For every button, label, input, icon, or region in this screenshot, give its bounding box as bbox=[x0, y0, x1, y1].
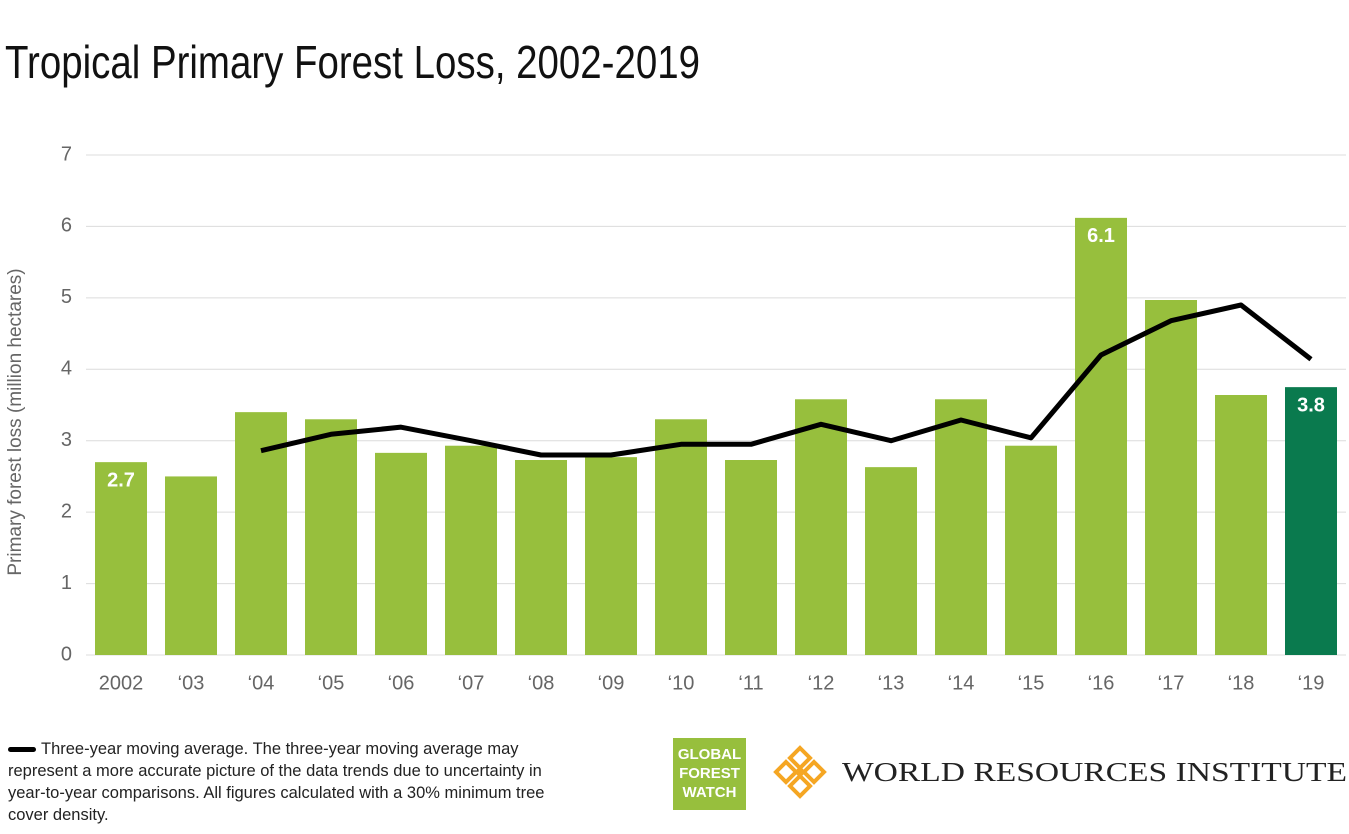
x-tick-label: ‘13 bbox=[878, 672, 905, 694]
y-tick-label: 6 bbox=[61, 215, 72, 237]
y-tick-label: 3 bbox=[61, 429, 72, 451]
y-tick-label: 5 bbox=[61, 286, 72, 308]
bar bbox=[585, 457, 637, 655]
bar bbox=[795, 399, 847, 655]
wri-icon bbox=[773, 745, 827, 799]
bar bbox=[95, 462, 147, 655]
y-tick-label: 2 bbox=[61, 500, 72, 522]
legend-line-key bbox=[8, 747, 36, 753]
x-tick-label: ‘09 bbox=[598, 672, 625, 694]
wri-logo-text: WORLD RESOURCES INSTITUTE bbox=[842, 757, 1347, 787]
value-label: 3.8 bbox=[1297, 394, 1325, 416]
gfw-logo-text: GLOBAL bbox=[678, 746, 741, 763]
gfw-logo-box bbox=[673, 738, 746, 810]
bar bbox=[865, 467, 917, 655]
x-tick-label: ‘19 bbox=[1298, 672, 1325, 694]
bar bbox=[305, 419, 357, 655]
x-tick-label: ‘10 bbox=[668, 672, 695, 694]
x-tick-label: ‘03 bbox=[178, 672, 205, 694]
y-tick-label: 7 bbox=[61, 143, 72, 165]
legend-label: Three-year moving average. bbox=[41, 740, 249, 758]
bar bbox=[1005, 445, 1057, 655]
value-label: 2.7 bbox=[107, 469, 135, 491]
x-tick-label: ‘12 bbox=[808, 672, 835, 694]
x-tick-label: ‘04 bbox=[248, 672, 275, 694]
y-tick-label: 0 bbox=[61, 643, 72, 665]
x-tick-label: 2002 bbox=[99, 672, 144, 694]
x-tick-label: ‘06 bbox=[388, 672, 415, 694]
moving-average-line bbox=[260, 302, 1313, 458]
note-text: The three-year moving average may repres… bbox=[8, 740, 545, 824]
bar bbox=[165, 476, 217, 655]
value-label: 6.1 bbox=[1087, 225, 1115, 247]
chart-title: Tropical Primary Forest Loss, 2002-2019 bbox=[5, 36, 700, 88]
x-tick-label: ‘16 bbox=[1088, 672, 1115, 694]
x-tick-label: ‘08 bbox=[528, 672, 555, 694]
x-tick-label: ‘11 bbox=[738, 672, 763, 694]
gfw-logo-text: WATCH bbox=[683, 784, 737, 801]
bar bbox=[725, 460, 777, 655]
bar bbox=[655, 419, 707, 655]
bar bbox=[515, 460, 567, 655]
y-tick-label: 1 bbox=[61, 572, 72, 594]
bar bbox=[1285, 387, 1337, 655]
bar bbox=[1215, 395, 1267, 655]
bar bbox=[375, 452, 427, 655]
x-tick-label: ‘15 bbox=[1018, 672, 1045, 694]
gfw-logo-text: FOREST bbox=[679, 765, 740, 782]
bar bbox=[935, 399, 987, 655]
x-tick-label: ‘17 bbox=[1158, 672, 1185, 694]
x-tick-label: ‘18 bbox=[1228, 672, 1255, 694]
x-tick-label: ‘07 bbox=[458, 672, 485, 694]
y-tick-label: 4 bbox=[61, 358, 72, 380]
bar bbox=[235, 412, 287, 655]
y-axis-label: Primary forest loss (million hectares) bbox=[5, 268, 26, 575]
footnote: Three-year moving average. The three-yea… bbox=[8, 738, 568, 826]
bar bbox=[1145, 300, 1197, 655]
bar bbox=[445, 445, 497, 655]
x-tick-label: ‘05 bbox=[318, 672, 345, 694]
x-tick-label: ‘14 bbox=[948, 672, 975, 694]
logos: WORLD RESOURCES INSTITUTE GLOBAL FOREST WA… bbox=[673, 738, 1347, 810]
bar bbox=[1075, 217, 1127, 655]
